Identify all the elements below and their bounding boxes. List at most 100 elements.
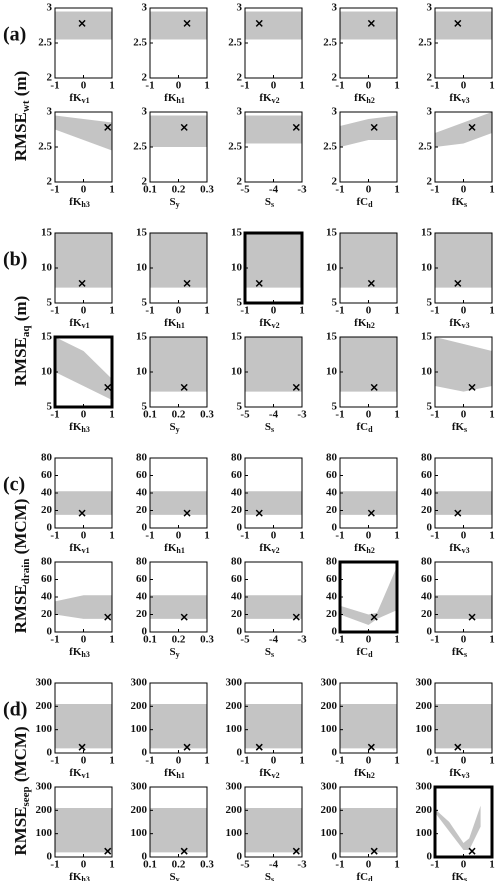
- x-label-sub: h3: [81, 200, 89, 209]
- y-tick-label: 60: [231, 573, 243, 585]
- sample-cloud: [150, 704, 207, 749]
- x-label-sub: s: [464, 425, 467, 434]
- x-tick-label: 0: [461, 634, 467, 646]
- y-tick-label: 10: [231, 366, 243, 378]
- x-label-sub: h2: [366, 96, 374, 105]
- x-axis-label: fKh2: [354, 767, 375, 780]
- y-label-sub: aq: [20, 325, 32, 338]
- best-point: [468, 123, 476, 131]
- x-tick-label: -1: [335, 80, 344, 92]
- y-tick-label: 300: [321, 677, 338, 689]
- y-tick-label: 300: [321, 781, 338, 793]
- x-label-main: fK: [259, 92, 272, 104]
- x-tick-label: -1: [50, 305, 59, 317]
- sample-cloud: [340, 566, 397, 625]
- x-tick-label: 0: [81, 305, 87, 317]
- sample-cloud: [435, 112, 492, 147]
- best-point: [367, 279, 375, 287]
- y-tick-label: 0: [332, 747, 338, 759]
- x-label-main: fK: [354, 92, 367, 104]
- x-tick-label: 0: [81, 755, 87, 767]
- x-tick-label: -3: [297, 859, 307, 871]
- y-tick-label: 10: [41, 366, 53, 378]
- x-tick-label: 0: [176, 305, 182, 317]
- x-tick-label: -1: [50, 859, 59, 871]
- y-tick-label: 0: [332, 522, 338, 534]
- y-tick-label: 2: [142, 72, 148, 84]
- y-tick-label: 3: [142, 2, 148, 14]
- x-label-main: fK: [452, 196, 465, 208]
- y-label-main: RMSE: [11, 584, 30, 633]
- x-axis-label: Ss: [265, 196, 274, 209]
- x-tick-label: 0: [81, 409, 87, 421]
- y-tick-label: 40: [421, 487, 433, 499]
- x-tick-label: -1: [430, 755, 439, 767]
- x-axis-label: fCd: [356, 646, 373, 659]
- x-label-sub: h1: [176, 546, 184, 555]
- sample-cloud: [435, 11, 492, 40]
- y-tick-label: 15: [231, 227, 243, 239]
- x-tick-label: -1: [50, 184, 59, 196]
- best-point: [180, 847, 188, 855]
- x-axis-label: fKs: [452, 871, 467, 881]
- y-label-sub: wt: [20, 100, 32, 112]
- sample-cloud: [245, 337, 302, 392]
- x-tick-label: -1: [335, 530, 344, 542]
- y-label-unit: (m): [11, 71, 30, 101]
- y-tick-label: 10: [421, 366, 433, 378]
- x-label-main: fK: [69, 767, 82, 779]
- x-tick-label: 0: [461, 755, 467, 767]
- y-tick-label: 80: [326, 556, 338, 568]
- y-tick-label: 200: [226, 804, 243, 816]
- x-tick-label: 0: [366, 409, 372, 421]
- x-tick-label: -1: [240, 755, 249, 767]
- x-label-sub: v1: [82, 96, 90, 105]
- y-tick-label: 80: [421, 556, 433, 568]
- x-tick-label: 0: [271, 305, 277, 317]
- x-label-main: fC: [356, 871, 368, 881]
- y-tick-label: 80: [231, 452, 243, 464]
- best-point: [468, 847, 476, 855]
- x-label-sub: s: [464, 875, 467, 881]
- best-point: [255, 279, 263, 287]
- best-point: [255, 19, 263, 27]
- x-tick-label: 1: [109, 305, 115, 317]
- y-tick-label: 300: [226, 677, 243, 689]
- best-point: [104, 613, 112, 621]
- x-axis-label: fKv1: [69, 542, 89, 555]
- x-tick-label: -5: [240, 859, 250, 871]
- y-tick-label: 80: [41, 556, 53, 568]
- x-tick-label: 0.1: [143, 634, 157, 646]
- x-label-main: S: [265, 871, 271, 881]
- y-tick-label: 2.5: [133, 37, 147, 49]
- y-tick-label: 10: [136, 366, 148, 378]
- x-tick-label: 0: [271, 755, 277, 767]
- y-axis-label: RMSEaq (m): [11, 296, 32, 386]
- sample-cloud: [245, 704, 302, 749]
- x-tick-label: 0: [461, 530, 467, 542]
- x-label-sub: d: [368, 875, 373, 881]
- y-tick-label: 15: [41, 227, 53, 239]
- y-tick-label: 2: [332, 72, 338, 84]
- y-tick-label: 2: [427, 176, 433, 188]
- sample-cloud: [150, 595, 207, 619]
- sample-cloud: [435, 805, 481, 850]
- x-tick-label: 0.3: [200, 184, 214, 196]
- x-label-main: S: [265, 196, 271, 208]
- y-tick-label: 300: [131, 781, 148, 793]
- x-tick-label: 0: [366, 305, 372, 317]
- y-tick-label: 2.5: [228, 141, 242, 153]
- x-axis-label: fKv1: [69, 767, 89, 780]
- y-tick-label: 10: [326, 262, 338, 274]
- x-tick-label: 0: [271, 80, 277, 92]
- x-label-sub: v2: [272, 96, 280, 105]
- y-tick-label: 0: [142, 522, 148, 534]
- sample-cloud: [435, 233, 492, 288]
- x-axis-label: fKv3: [449, 767, 469, 780]
- y-tick-label: 2: [237, 176, 243, 188]
- y-tick-label: 0: [47, 522, 53, 534]
- x-axis-label: fKv2: [259, 92, 279, 105]
- best-point: [367, 509, 375, 517]
- sample-cloud: [435, 337, 492, 392]
- y-tick-label: 60: [41, 573, 53, 585]
